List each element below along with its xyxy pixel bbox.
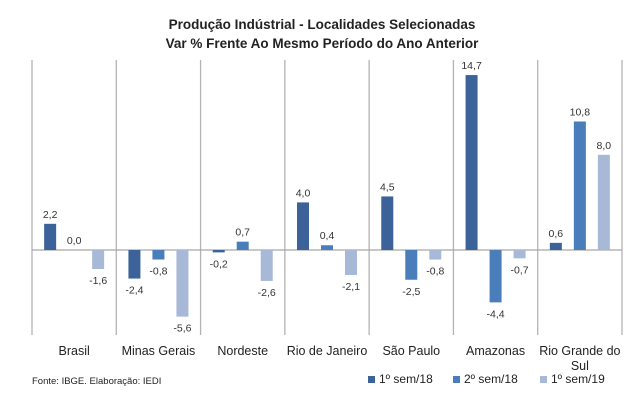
- legend-item: 1º sem/19: [540, 372, 605, 386]
- legend-item: 1º sem/18: [368, 372, 433, 386]
- data-label: 0,0: [67, 235, 82, 247]
- bar-5-2: [513, 250, 526, 259]
- bar-1-1: [152, 250, 165, 260]
- data-label: 8,0: [597, 140, 612, 152]
- data-label: -5,6: [173, 323, 191, 335]
- category-label: Rio de Janeiro: [287, 344, 368, 358]
- data-label: 4,5: [380, 181, 395, 193]
- data-label: -1,6: [89, 275, 107, 287]
- category-label: São Paulo: [382, 344, 440, 358]
- chart-subtitle: Var % Frente Ao Mesmo Período do Ano Ant…: [165, 36, 479, 51]
- bar-2-1: [236, 241, 249, 250]
- legend-label: 1º sem/19: [551, 372, 605, 386]
- bar-0-2: [92, 250, 105, 270]
- data-label: 0,7: [235, 227, 250, 239]
- legend-item: 2º sem/18: [453, 372, 518, 386]
- bar-4-2: [429, 250, 442, 260]
- data-label: -2,5: [402, 286, 420, 298]
- category-label: Amazonas: [466, 344, 525, 358]
- bar-2-2: [260, 250, 273, 281]
- legend-label: 1º sem/18: [379, 372, 433, 386]
- data-label: 14,7: [461, 60, 482, 72]
- bar-0-0: [44, 223, 57, 250]
- bar-6-1: [573, 121, 586, 250]
- legend-swatch: [540, 375, 547, 383]
- data-label: 4,0: [296, 187, 311, 199]
- data-label: 0,6: [549, 228, 564, 240]
- category-label: Nordeste: [217, 344, 268, 358]
- data-label: -0,8: [426, 266, 444, 278]
- data-label: -2,6: [258, 287, 276, 299]
- data-label: 10,8: [570, 106, 591, 118]
- category-label: Rio Grande do: [539, 344, 620, 358]
- bar-6-2: [597, 154, 610, 250]
- bar-1-2: [176, 250, 189, 317]
- data-label: -2,4: [125, 285, 143, 297]
- bar-3-1: [321, 245, 333, 250]
- bar-4-0: [381, 196, 394, 250]
- legend-swatch: [453, 375, 460, 383]
- chart-title: Produção Indústrial - Localidades Seleci…: [168, 17, 476, 32]
- category-label: Brasil: [59, 344, 90, 358]
- data-label: -0,2: [210, 258, 228, 270]
- source-note: Fonte: IBGE. Elaboração: IEDI: [32, 376, 162, 387]
- category-label: Sul: [571, 359, 589, 373]
- data-label: -2,1: [342, 281, 360, 293]
- data-label: 2,2: [43, 209, 58, 221]
- legend-swatch: [368, 375, 375, 383]
- bar-6-0: [549, 242, 562, 250]
- data-label: -0,7: [511, 264, 529, 276]
- bar-3-0: [297, 202, 309, 250]
- category-label: Minas Gerais: [122, 344, 196, 358]
- bar-2-0: [212, 250, 225, 253]
- bar-1-0: [128, 250, 141, 279]
- data-label: -4,4: [487, 308, 505, 320]
- data-label: 0,4: [320, 230, 335, 242]
- bar-5-0: [465, 75, 478, 250]
- bar-5-1: [489, 250, 502, 303]
- data-label: -0,8: [149, 266, 167, 278]
- bar-3-2: [345, 250, 357, 275]
- legend-label: 2º sem/18: [464, 372, 518, 386]
- bar-4-1: [405, 250, 418, 280]
